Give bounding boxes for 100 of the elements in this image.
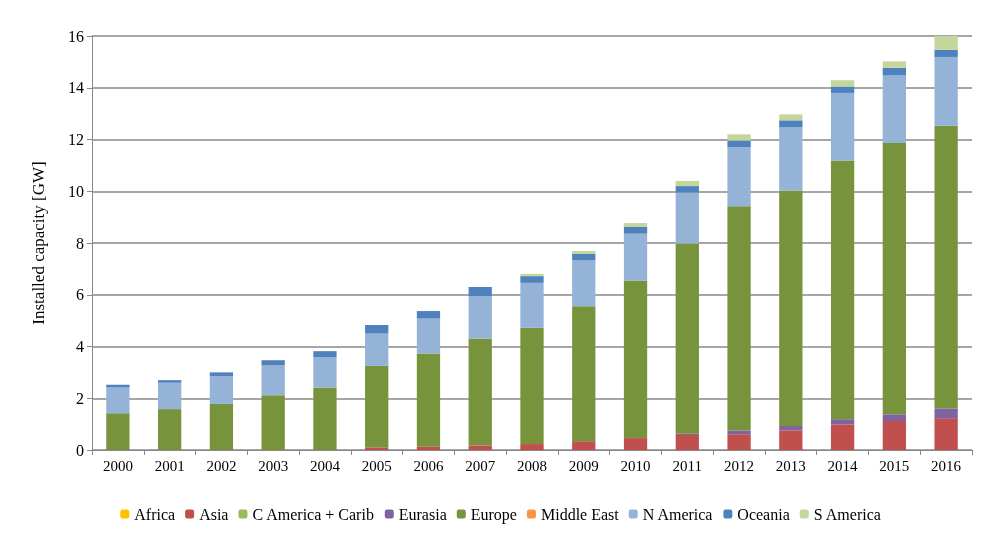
x-tick-label: 2011 [672,457,703,474]
bar [468,338,492,446]
legend-label: N America [642,505,713,523]
bar [675,186,699,193]
bar [779,114,803,121]
bar [727,206,751,431]
bar [882,143,906,415]
bar [779,430,803,450]
bar [468,445,492,450]
x-tick-label: 2009 [568,457,599,474]
bar [623,226,648,234]
bar [261,395,285,450]
x-tick-label: 2016 [931,457,962,474]
bar [727,140,751,148]
bar [727,430,751,435]
bar [209,403,234,450]
y-tick-label: 16 [68,27,84,45]
bar [623,280,648,439]
bar [572,441,596,450]
bar [261,365,285,396]
x-tick-label: 2013 [775,457,806,474]
legend-label: Eurasia [398,505,447,523]
bar [572,306,596,442]
bar [468,286,492,297]
bar [882,421,906,450]
bar [830,86,855,93]
bar [623,233,648,281]
bar [468,296,492,339]
x-tick-label: 2015 [879,457,910,474]
bar [934,408,958,419]
bar [934,49,958,57]
x-tick-label: 2001 [154,457,185,474]
bar [520,276,544,283]
bar [158,380,182,383]
x-tick-label: 2014 [827,457,859,474]
bar [261,360,285,366]
bar [934,125,958,409]
x-tick-label: 2002 [206,457,237,474]
bar [830,419,855,425]
bar [727,147,751,207]
bar [158,382,182,410]
y-tick-label: 14 [68,79,84,97]
bar [416,446,441,450]
bar [675,192,699,244]
legend-label: C America + Carib [252,505,374,523]
bar [365,365,389,448]
bar [106,413,130,450]
bar [416,353,441,447]
bar [779,425,803,431]
bar [882,61,906,68]
x-tick-label: 2010 [620,457,651,474]
bar [675,243,699,434]
bar [779,127,803,191]
bar [882,75,906,144]
y-tick-label: 10 [68,182,84,200]
bar [209,376,234,404]
bar [106,387,130,414]
legend-label: Africa [134,505,176,523]
bar [675,434,699,450]
bar [520,327,544,445]
bar [365,447,389,450]
x-tick-label: 2008 [517,457,547,474]
bar [727,434,751,450]
bar [830,160,855,420]
y-tick-label: 2 [76,389,84,407]
bar [675,180,699,187]
bar [365,333,389,366]
legend-label: Europe [470,505,517,524]
bar [313,351,337,358]
legend-label: Oceania [737,505,790,523]
bar [830,80,855,87]
bar [209,372,234,377]
legend-label: S America [813,505,881,523]
bar [365,325,389,334]
bar [520,444,544,450]
y-tick-label: 8 [76,234,84,252]
y-axis-title: Installed capacity [GW] [29,161,48,325]
bar [416,311,441,319]
bar [313,357,337,388]
y-tick-label: 4 [76,338,84,355]
y-tick-label: 0 [76,441,84,459]
x-tick-label: 2006 [413,457,444,474]
x-tick-label: 2005 [361,457,392,474]
bar [572,251,596,254]
x-tick-label: 2007 [465,457,496,474]
y-tick-label: 6 [76,286,84,304]
y-tick-label: 12 [68,131,84,148]
bar [934,418,958,450]
bar [158,409,182,450]
legend-label: Middle East [540,505,620,523]
x-tick-label: 2004 [309,457,341,474]
bar [727,134,751,141]
bar [623,223,648,227]
bar [882,67,906,76]
bar [882,414,906,422]
bar [313,387,337,450]
bar [779,190,803,426]
bar [830,92,855,161]
bar [572,260,596,307]
bar [779,120,803,128]
